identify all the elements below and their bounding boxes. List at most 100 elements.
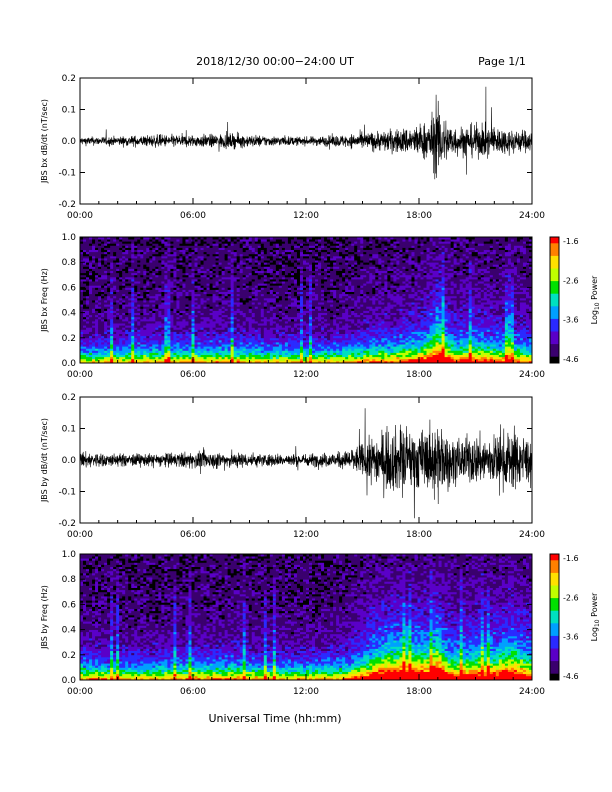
heat-cell — [212, 354, 216, 358]
heat-cell — [131, 304, 135, 307]
heat-cell — [182, 274, 186, 278]
heat-cell — [206, 283, 210, 286]
heat-cell — [188, 352, 192, 355]
heat-cell — [86, 323, 90, 326]
heat-cell — [104, 348, 108, 351]
heat-cell — [203, 354, 207, 358]
heat-cell — [185, 304, 189, 307]
heat-cell — [104, 287, 108, 290]
heat-cell — [152, 264, 156, 267]
heat-cell — [200, 239, 204, 242]
heat-cell — [83, 276, 87, 280]
heat-cell — [131, 344, 135, 347]
heat-cell — [194, 241, 198, 244]
heat-cell — [113, 302, 117, 305]
heat-cell — [206, 245, 210, 248]
heat-cell — [203, 314, 207, 318]
heat-cell — [89, 276, 93, 280]
heat-cell — [134, 270, 138, 274]
heat-cell — [125, 258, 129, 261]
heat-cell — [122, 306, 126, 309]
heat-cell — [191, 297, 195, 301]
heat-cell — [179, 339, 183, 343]
heat-cell — [107, 237, 111, 240]
heat-cell — [212, 339, 216, 343]
heat-cell — [92, 239, 96, 242]
heat-cell — [155, 342, 159, 345]
heat-cell — [152, 314, 156, 318]
heat-cell — [95, 352, 99, 355]
heat-cell — [155, 237, 159, 240]
heat-cell — [170, 283, 174, 286]
heat-cell — [206, 314, 210, 318]
heat-cell — [155, 314, 159, 318]
heat-cell — [143, 348, 147, 351]
heat-cell — [167, 337, 171, 341]
heat-cell — [86, 239, 90, 242]
heat-cell — [146, 243, 150, 246]
heat-cell — [113, 306, 117, 309]
heat-cell — [101, 312, 105, 316]
heat-cell — [197, 281, 201, 284]
heat-cell — [185, 266, 189, 269]
heat-cell — [143, 262, 147, 265]
heat-cell — [161, 360, 165, 364]
heat-cell — [188, 318, 192, 322]
heat-cell — [212, 329, 216, 332]
heat-cell — [179, 300, 183, 303]
heat-cell — [185, 308, 189, 311]
heat-cell — [149, 344, 153, 347]
heat-cell — [89, 266, 93, 269]
heat-cell — [164, 350, 168, 353]
heat-cell — [149, 350, 153, 353]
heat-cell — [83, 325, 87, 328]
heat-cell — [113, 279, 117, 282]
heat-cell — [179, 272, 183, 276]
heat-cell — [158, 312, 162, 316]
heat-cell — [113, 255, 117, 259]
heat-cell — [146, 247, 150, 250]
heat-cell — [137, 344, 141, 347]
heat-cell — [170, 312, 174, 316]
heat-cell — [92, 354, 96, 358]
heat-cell — [209, 339, 213, 343]
heat-cell — [116, 318, 120, 322]
heat-cell — [200, 279, 204, 282]
heat-cell — [95, 281, 99, 284]
heat-cell — [152, 333, 156, 337]
heat-cell — [185, 291, 189, 295]
heat-cell — [200, 329, 204, 332]
heat-cell — [161, 289, 165, 292]
heat-cell — [203, 306, 207, 309]
heat-cell — [125, 354, 129, 358]
heat-cell — [98, 241, 102, 244]
heat-cell — [89, 295, 93, 299]
heat-cell — [167, 321, 171, 324]
heat-cell — [143, 255, 147, 259]
heat-cell — [143, 329, 147, 332]
heat-cell — [92, 302, 96, 305]
heat-cell — [86, 346, 90, 349]
heat-cell — [140, 237, 144, 240]
heat-cell — [164, 358, 168, 362]
heat-cell — [98, 331, 102, 334]
heat-cell — [143, 337, 147, 341]
heat-cell — [206, 281, 210, 284]
heat-cell — [158, 352, 162, 355]
heat-cell — [92, 295, 96, 299]
heat-cell — [83, 312, 87, 316]
heat-cell — [104, 247, 108, 250]
heat-cell — [137, 249, 141, 253]
heat-cell — [173, 293, 177, 297]
heat-cell — [200, 249, 204, 253]
heat-cell — [140, 331, 144, 334]
heat-cell — [155, 270, 159, 274]
heat-cell — [107, 306, 111, 309]
heat-cell — [92, 348, 96, 351]
heat-cell — [191, 274, 195, 278]
heat-cell — [125, 308, 129, 311]
heat-cell — [170, 274, 174, 278]
heat-cell — [179, 316, 183, 320]
heat-cell — [188, 325, 192, 328]
heat-cell — [83, 291, 87, 295]
